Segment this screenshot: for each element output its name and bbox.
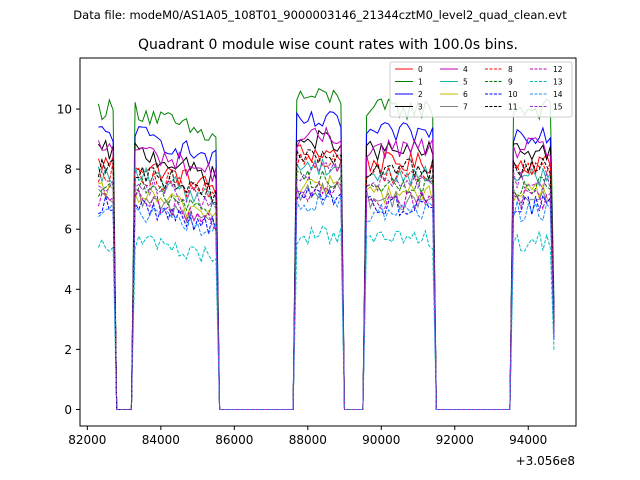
x-tick-label: 94000 xyxy=(509,433,547,447)
suptitle: Data file: modeM0/AS1A05_108T01_90000031… xyxy=(73,8,567,22)
legend-label-3: 3 xyxy=(418,103,423,112)
x-tick-label: 82000 xyxy=(68,433,106,447)
legend-label-13: 13 xyxy=(553,78,563,87)
legend-box xyxy=(389,61,573,118)
x-tick-label: 88000 xyxy=(289,433,327,447)
series-line-15 xyxy=(98,161,555,410)
legend-label-0: 0 xyxy=(418,65,423,74)
x-tick-label: 90000 xyxy=(362,433,400,447)
series-line-13 xyxy=(97,225,555,410)
legend-label-10: 10 xyxy=(508,90,518,99)
x-tick-label: 84000 xyxy=(142,433,180,447)
legend-label-9: 9 xyxy=(508,78,513,87)
plot-lines xyxy=(97,87,555,410)
legend-label-1: 1 xyxy=(418,78,423,87)
legend-label-12: 12 xyxy=(553,65,563,74)
y-axis: 0 2 4 6 8 10 xyxy=(57,103,80,417)
x-offset-label: +3.056e8 xyxy=(516,454,575,468)
legend-label-4: 4 xyxy=(463,65,468,74)
y-tick-label: 10 xyxy=(57,103,72,117)
series-line-9 xyxy=(97,168,555,410)
legend-label-7: 7 xyxy=(463,103,468,112)
legend-label-2: 2 xyxy=(418,90,423,99)
chart-title: Quadrant 0 module wise count rates with … xyxy=(138,37,518,53)
x-tick-label: 92000 xyxy=(436,433,474,447)
series-line-12 xyxy=(97,181,555,410)
y-tick-label: 0 xyxy=(64,403,72,417)
legend-label-14: 14 xyxy=(553,90,563,99)
axes-frame xyxy=(79,57,577,427)
legend-label-15: 15 xyxy=(553,103,563,112)
legend-label-6: 6 xyxy=(463,90,468,99)
x-axis: 82000 84000 86000 88000 90000 92000 94000 xyxy=(68,426,547,447)
legend-label-11: 11 xyxy=(508,103,518,112)
y-tick-label: 4 xyxy=(64,283,72,297)
x-tick-label: 86000 xyxy=(215,433,253,447)
y-tick-label: 6 xyxy=(64,223,72,237)
series-line-14 xyxy=(98,192,555,410)
y-tick-label: 8 xyxy=(64,163,72,177)
legend-label-5: 5 xyxy=(463,78,468,87)
y-tick-label: 2 xyxy=(64,343,72,357)
legend-label-8: 8 xyxy=(508,65,513,74)
